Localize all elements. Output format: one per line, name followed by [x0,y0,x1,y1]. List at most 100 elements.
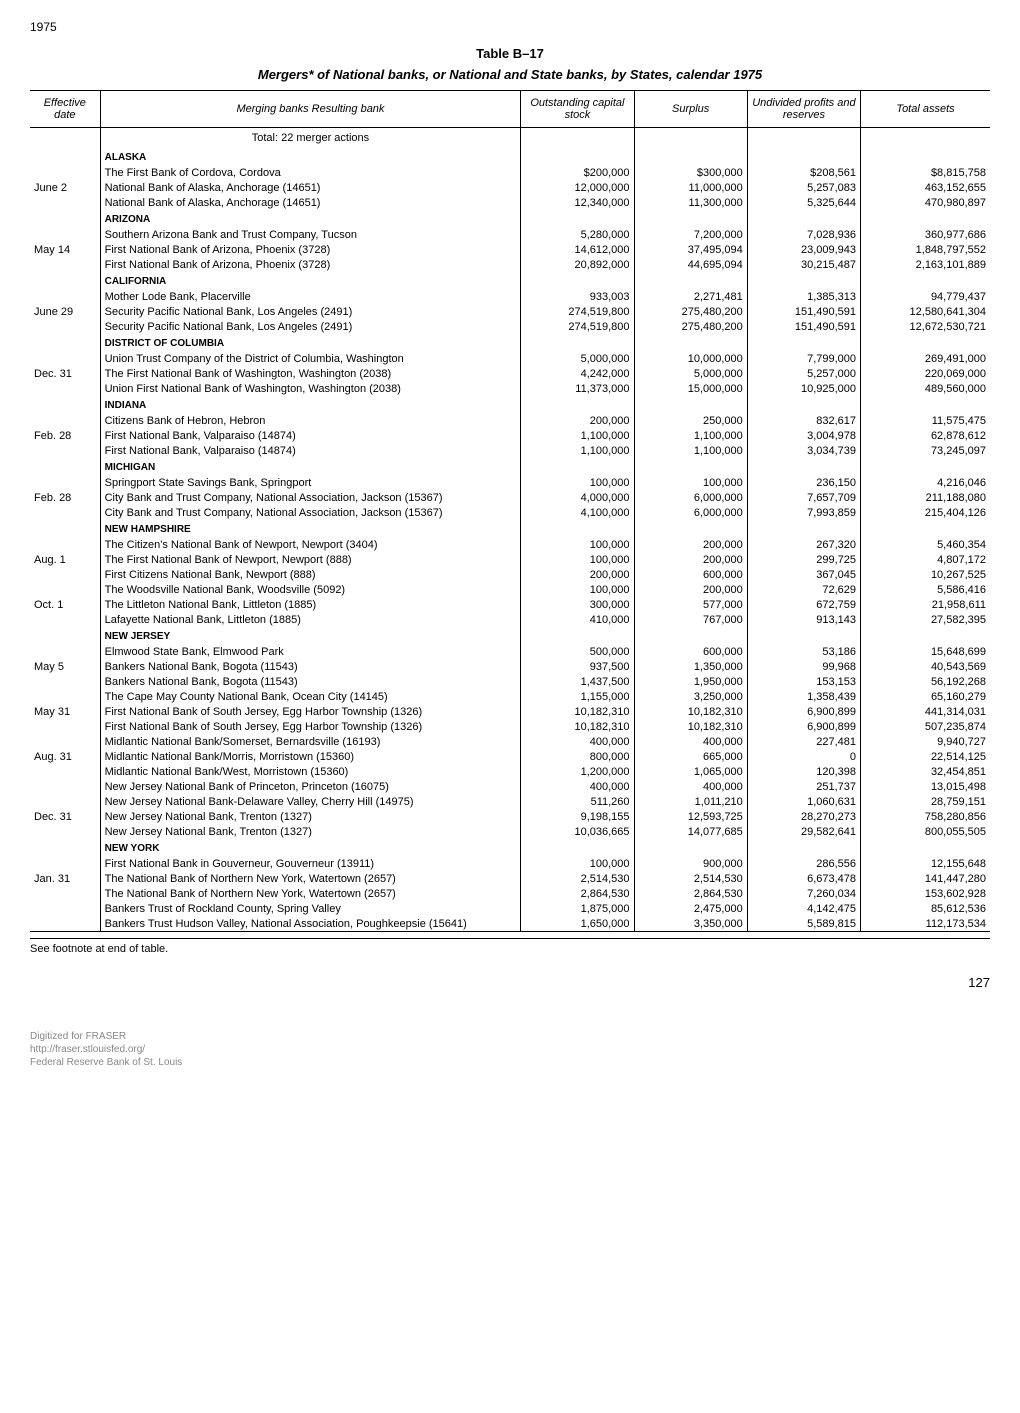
date-cell [30,674,100,689]
bank-desc: The National Bank of Northern New York, … [100,886,521,901]
surplus-cell: 2,475,000 [634,901,747,916]
page-year: 1975 [30,20,990,34]
bank-desc: National Bank of Alaska, Anchorage (1465… [100,195,521,210]
date-cell [30,443,100,458]
surplus-cell: 400,000 [634,734,747,749]
assets-cell: 441,314,031 [861,704,990,719]
undiv-cell: 99,968 [747,659,860,674]
bank-desc: First National Bank of South Jersey, Egg… [100,719,521,734]
col-date: Effective date [30,91,100,128]
capital-cell: 511,260 [521,794,634,809]
assets-cell: 1,848,797,552 [861,242,990,257]
surplus-cell: 1,950,000 [634,674,747,689]
surplus-cell: 665,000 [634,749,747,764]
undiv-cell: 251,737 [747,779,860,794]
date-cell [30,824,100,839]
bank-desc: First Citizens National Bank, Newport (8… [100,567,521,582]
undiv-cell: 0 [747,749,860,764]
surplus-cell: 1,065,000 [634,764,747,779]
capital-cell: 274,519,800 [521,304,634,319]
date-cell: Aug. 31 [30,749,100,764]
date-cell [30,165,100,180]
surplus-cell: 10,182,310 [634,704,747,719]
bank-desc: The Citizen's National Bank of Newport, … [100,537,521,552]
capital-cell: 200,000 [521,567,634,582]
assets-cell: 15,648,699 [861,644,990,659]
capital-cell: 1,875,000 [521,901,634,916]
capital-cell: 4,242,000 [521,366,634,381]
undiv-cell: 6,900,899 [747,719,860,734]
surplus-cell: 5,000,000 [634,366,747,381]
assets-cell: 112,173,534 [861,916,990,932]
date-cell [30,289,100,304]
undiv-cell: 5,325,644 [747,195,860,210]
surplus-cell: 2,514,530 [634,871,747,886]
surplus-cell: 44,695,094 [634,257,747,272]
surplus-cell: 3,350,000 [634,916,747,932]
bank-desc: The National Bank of Northern New York, … [100,871,521,886]
date-cell [30,505,100,520]
date-cell: Aug. 1 [30,552,100,567]
date-cell: Jan. 31 [30,871,100,886]
assets-cell: 22,514,125 [861,749,990,764]
undiv-cell: 7,657,709 [747,490,860,505]
assets-cell: 489,560,000 [861,381,990,396]
surplus-cell: 577,000 [634,597,747,612]
state-header: NEW YORK [100,839,521,856]
assets-cell: 10,267,525 [861,567,990,582]
state-header: INDIANA [100,396,521,413]
assets-cell: 2,163,101,889 [861,257,990,272]
surplus-cell: 200,000 [634,537,747,552]
surplus-cell: 100,000 [634,475,747,490]
state-header: NEW JERSEY [100,627,521,644]
bank-desc: First National Bank, Valparaiso (14874) [100,443,521,458]
surplus-cell: 11,000,000 [634,180,747,195]
undiv-cell: 53,186 [747,644,860,659]
table-title: Mergers* of National banks, or National … [30,67,990,82]
assets-cell: 12,155,648 [861,856,990,871]
undiv-cell: 153,153 [747,674,860,689]
undiv-cell: 6,673,478 [747,871,860,886]
capital-cell: 100,000 [521,475,634,490]
assets-cell: 153,602,928 [861,886,990,901]
date-cell: Dec. 31 [30,366,100,381]
undiv-cell: 7,028,936 [747,227,860,242]
assets-cell: 463,152,655 [861,180,990,195]
surplus-cell: 2,271,481 [634,289,747,304]
undiv-cell: 7,993,859 [747,505,860,520]
date-cell: Feb. 28 [30,428,100,443]
undiv-cell: 29,582,641 [747,824,860,839]
surplus-cell: 12,593,725 [634,809,747,824]
bank-desc: Midlantic National Bank/West, Morristown… [100,764,521,779]
undiv-cell: 10,925,000 [747,381,860,396]
assets-cell: 27,582,395 [861,612,990,627]
undiv-cell: 299,725 [747,552,860,567]
undiv-cell: 4,142,475 [747,901,860,916]
undiv-cell: 151,490,591 [747,304,860,319]
date-cell [30,475,100,490]
surplus-cell: 10,182,310 [634,719,747,734]
state-header: ALASKA [100,148,521,165]
surplus-cell: 200,000 [634,552,747,567]
undiv-cell: 267,320 [747,537,860,552]
bank-desc: Bankers National Bank, Bogota (11543) [100,674,521,689]
surplus-cell: 275,480,200 [634,304,747,319]
capital-cell: 10,182,310 [521,719,634,734]
assets-cell: 220,069,000 [861,366,990,381]
undiv-cell: 72,629 [747,582,860,597]
bank-desc: New Jersey National Bank of Princeton, P… [100,779,521,794]
bank-desc: City Bank and Trust Company, National As… [100,490,521,505]
date-cell [30,794,100,809]
undiv-cell: 1,358,439 [747,689,860,704]
assets-cell: 13,015,498 [861,779,990,794]
state-header: DISTRICT OF COLUMBIA [100,334,521,351]
surplus-cell: 600,000 [634,567,747,582]
capital-cell: 4,100,000 [521,505,634,520]
date-cell [30,779,100,794]
assets-cell: 800,055,505 [861,824,990,839]
surplus-cell: 14,077,685 [634,824,747,839]
surplus-cell: 37,495,094 [634,242,747,257]
undiv-cell: 1,060,631 [747,794,860,809]
date-cell [30,195,100,210]
undiv-cell: 913,143 [747,612,860,627]
